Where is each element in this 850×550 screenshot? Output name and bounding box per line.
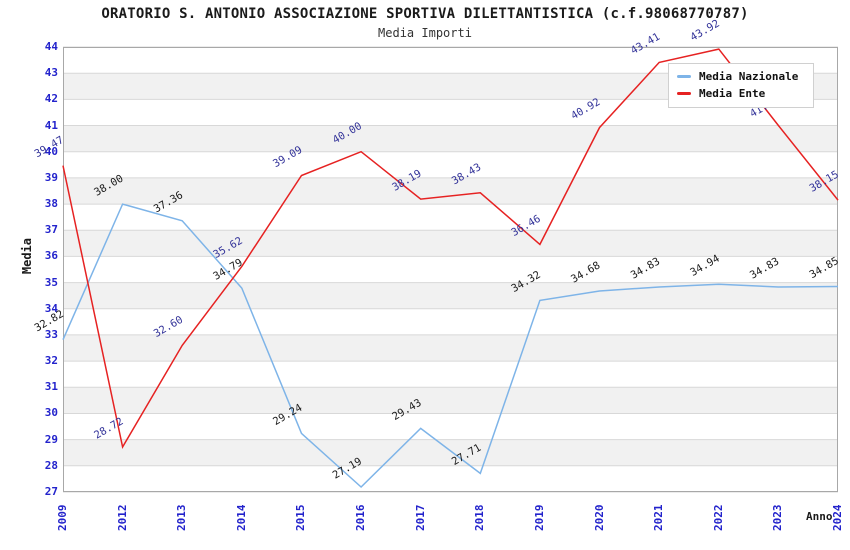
- x-tick-label: 2012: [115, 504, 129, 532]
- y-tick-label: 29: [44, 432, 58, 446]
- x-tick-label: 2015: [294, 504, 308, 532]
- y-tick-label: 44: [44, 40, 58, 53]
- legend-label: Media Nazionale: [699, 70, 799, 83]
- media-ente-line-icon: [677, 92, 691, 95]
- legend-label: Media Ente: [699, 87, 766, 100]
- x-tick-label: 2021: [652, 504, 666, 532]
- x-tick-label: 2009: [56, 504, 69, 532]
- point-label: 40.92: [569, 96, 602, 122]
- media-nazionale-line-icon: [677, 75, 691, 78]
- point-label: 34.83: [748, 255, 781, 281]
- y-tick-label: 41: [44, 118, 58, 132]
- legend-item-media-ente: Media Ente: [677, 85, 805, 102]
- y-tick-label: 27: [44, 485, 58, 498]
- y-tick-label: 36: [44, 249, 58, 263]
- y-tick-label: 35: [44, 275, 58, 289]
- y-tick-label: 40: [44, 144, 58, 158]
- y-tick-label: 33: [44, 327, 58, 341]
- y-tick-label: 28: [44, 458, 58, 472]
- x-tick-label: 2022: [711, 504, 725, 532]
- x-tick-label: 2014: [234, 504, 248, 532]
- x-tick-label: 2023: [771, 504, 785, 532]
- x-tick-label: 2017: [413, 504, 427, 532]
- legend-item-media-nazionale: Media Nazionale: [677, 68, 805, 85]
- y-tick-label: 43: [44, 66, 58, 80]
- x-tick-label: 2019: [532, 504, 546, 532]
- plot-area: 32.8238.0037.3634.7929.2427.1929.4327.71…: [33, 18, 841, 493]
- x-tick-label: 2020: [592, 504, 606, 532]
- y-tick-label: 37: [44, 223, 58, 237]
- y-tick-label: 42: [44, 92, 58, 106]
- x-tick-label: 2016: [354, 504, 368, 532]
- x-tick-label: 2013: [175, 504, 189, 532]
- y-tick-label: 34: [44, 301, 58, 315]
- chart-subtitle: Media Importi: [378, 26, 472, 40]
- y-tick-label: 30: [44, 406, 58, 420]
- x-axis-title: Anno: [806, 510, 833, 523]
- x-tick-label: 2018: [473, 504, 487, 532]
- series-line-media-ente: [62, 48, 839, 450]
- x-tick-label: 2024: [831, 504, 844, 532]
- series-line-media-nazionale: [62, 203, 839, 489]
- chart-title: ORATORIO S. ANTONIO ASSOCIAZIONE SPORTIV…: [101, 6, 749, 22]
- y-tick-label: 38: [44, 197, 58, 211]
- point-label: 34.68: [569, 259, 602, 285]
- y-tick-label: 39: [44, 170, 58, 184]
- legend: Media Nazionale Media Ente: [668, 63, 814, 108]
- point-label: 34.83: [629, 255, 662, 281]
- y-tick-label: 32: [44, 354, 58, 368]
- y-tick-label: 31: [44, 380, 58, 394]
- point-label: 34.85: [808, 255, 841, 281]
